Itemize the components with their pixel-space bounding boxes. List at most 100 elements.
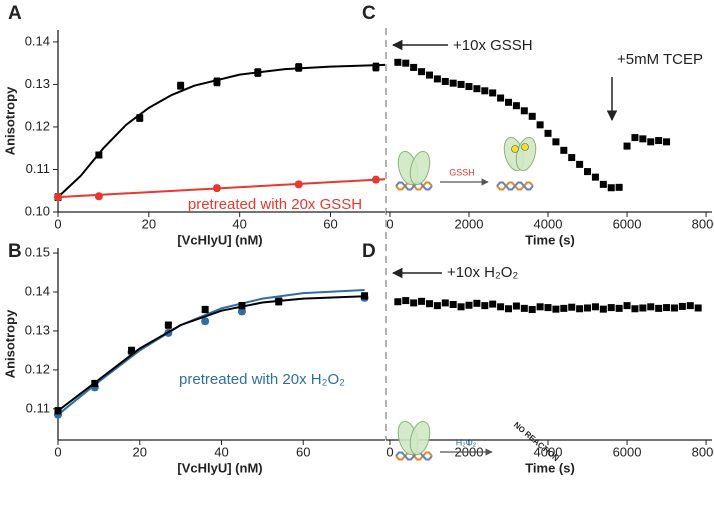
inset: GSSH — [395, 136, 537, 191]
point — [568, 154, 576, 162]
annotation: +10x GSSH — [453, 37, 533, 54]
point — [631, 134, 639, 142]
point — [528, 112, 536, 120]
point — [213, 78, 221, 86]
point — [591, 303, 599, 311]
point — [615, 183, 623, 191]
annotation: +10x H₂O₂ — [447, 264, 518, 281]
point — [237, 307, 246, 316]
panel-label: A — [8, 3, 22, 24]
point — [591, 173, 599, 181]
point — [568, 303, 576, 311]
fit-line — [57, 289, 365, 416]
y-tick-label: 0.10 — [25, 203, 50, 218]
point — [465, 83, 473, 91]
point — [678, 302, 686, 310]
protein — [409, 150, 431, 186]
point — [465, 301, 473, 309]
x-tick-label: 60 — [296, 444, 310, 459]
inset-label: H₂O₂ — [456, 437, 477, 447]
point — [457, 303, 465, 311]
point — [536, 121, 544, 129]
point — [201, 306, 209, 314]
dna-strand — [395, 181, 433, 191]
point — [425, 71, 433, 79]
panel-label: D — [362, 241, 376, 262]
point — [164, 321, 172, 329]
x-tick-label: 60 — [323, 216, 337, 231]
point — [670, 304, 678, 312]
fit-line — [57, 295, 365, 412]
y-tick-label: 0.15 — [25, 245, 50, 260]
point — [623, 302, 631, 310]
panel: D02000400060008000Time (s)+10x H₂O₂H₂O₂N… — [362, 241, 714, 475]
point — [528, 306, 536, 314]
point — [433, 302, 441, 310]
panel-label: B — [8, 241, 22, 262]
x-axis-title: Time (s) — [525, 460, 575, 475]
point — [425, 300, 433, 308]
x-tick-label: 6000 — [613, 216, 642, 231]
point — [599, 180, 607, 188]
x-tick-label: 4000 — [534, 444, 563, 459]
point — [504, 98, 512, 106]
y-tick-label: 0.12 — [25, 118, 50, 133]
point — [54, 407, 62, 415]
sulfur — [521, 143, 529, 151]
y-axis-title: Anisotropy — [2, 309, 17, 378]
point — [607, 184, 615, 192]
x-tick-label: 0 — [54, 216, 61, 231]
x-tick-label: 0 — [54, 444, 61, 459]
point — [473, 85, 481, 93]
point — [394, 298, 402, 306]
x-axis-title: [VcHlyU] (nM) — [177, 460, 262, 475]
point — [576, 160, 584, 168]
y-tick-label: 0.11 — [26, 161, 50, 176]
point — [94, 192, 103, 201]
x-tick-label: 0 — [386, 444, 393, 459]
point — [615, 304, 623, 312]
point — [655, 137, 663, 145]
y-tick-label: 0.13 — [25, 322, 50, 337]
point — [552, 305, 560, 313]
dna-strand — [395, 451, 433, 461]
protein — [409, 420, 431, 456]
x-axis-title: Time (s) — [525, 232, 575, 247]
point — [639, 304, 647, 312]
sulfur — [511, 145, 519, 153]
x-tick-label: 40 — [214, 444, 228, 459]
point — [639, 135, 647, 143]
point — [623, 142, 631, 150]
point — [361, 292, 369, 300]
annotation: pretreated with 20x H₂O₂ — [179, 371, 345, 388]
y-tick-label: 0.12 — [25, 361, 50, 376]
x-tick-label: 2000 — [455, 216, 484, 231]
point — [560, 304, 568, 312]
point — [520, 304, 528, 312]
point — [489, 300, 497, 308]
y-tick-label: 0.14 — [25, 283, 50, 298]
point — [449, 79, 457, 87]
dna-strand — [496, 181, 534, 191]
annotation: +5mM TCEP — [617, 51, 703, 68]
annotation: pretreated with 20x GSSH — [188, 196, 362, 213]
x-tick-label: 8000 — [692, 444, 714, 459]
point — [663, 304, 671, 312]
fit-line — [57, 178, 386, 199]
point — [647, 303, 655, 311]
point — [394, 58, 402, 66]
point — [544, 129, 552, 137]
x-tick-label: 20 — [142, 216, 156, 231]
point — [497, 303, 505, 311]
point — [402, 59, 410, 67]
point — [410, 299, 418, 307]
point — [481, 87, 489, 95]
point — [481, 302, 489, 310]
point — [647, 138, 655, 146]
point — [457, 80, 465, 88]
point — [694, 304, 702, 312]
y-axis-title: Anisotropy — [2, 86, 17, 155]
point — [402, 297, 410, 305]
point — [552, 138, 560, 146]
point — [201, 317, 210, 326]
